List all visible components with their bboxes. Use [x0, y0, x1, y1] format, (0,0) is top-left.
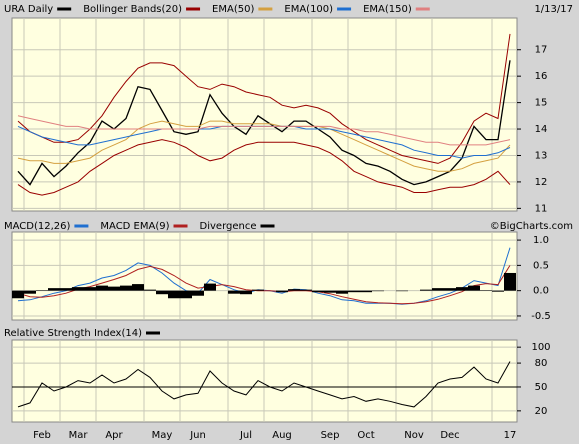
- y-tick-label: 80: [535, 358, 548, 369]
- x-tick-label: Nov: [404, 430, 424, 441]
- divergence-bar: [180, 290, 192, 299]
- y-tick-label: 1.0: [533, 235, 549, 246]
- y-tick-label: 20: [535, 406, 548, 417]
- series-line: [17, 361, 511, 408]
- divergence-bar: [324, 290, 336, 293]
- x-tick-label: Oct: [357, 430, 374, 441]
- divergence-bar: [504, 272, 516, 291]
- x-tick-label: Jul: [239, 430, 252, 441]
- y-tick-label: 16: [535, 71, 548, 82]
- divergence-bar: [108, 286, 120, 291]
- divergence-bar: [156, 290, 168, 295]
- date: 1/13/17: [534, 4, 573, 15]
- series-line: [17, 120, 511, 172]
- legend-swatch: [186, 7, 201, 11]
- y-tick-label: 13: [535, 150, 548, 161]
- series-line: [17, 139, 511, 196]
- x-tick-label: Feb: [33, 430, 51, 441]
- divergence-bar: [252, 289, 264, 291]
- legend-label: EMA(150): [363, 4, 412, 15]
- y-tick-label: 0.0: [533, 286, 549, 297]
- y-tick-label: 100: [531, 342, 550, 353]
- series-line: [17, 33, 511, 164]
- series-line: [17, 115, 511, 146]
- divergence-bar: [492, 290, 504, 292]
- divergence-bar: [168, 290, 180, 299]
- legend-swatch: [74, 224, 89, 228]
- legend-label: URA Daily: [4, 4, 53, 15]
- legend-swatch: [173, 224, 188, 228]
- x-tick-label: May: [152, 430, 173, 441]
- legend-swatch: [337, 7, 352, 11]
- divergence-bar: [288, 289, 300, 291]
- y-tick-label: 11: [535, 203, 548, 214]
- divergence-bar: [12, 290, 24, 299]
- x-tick-label: Sep: [321, 430, 340, 441]
- y-tick-label: 50: [535, 382, 548, 393]
- y-tick-label: 12: [535, 177, 548, 188]
- y-tick-label: 17: [535, 45, 548, 56]
- divergence-bar: [336, 290, 348, 294]
- divergence-bar: [48, 288, 60, 291]
- y-tick-label: 14: [535, 124, 548, 135]
- divergence-bar: [360, 290, 372, 293]
- legend-label: EMA(100): [284, 4, 333, 15]
- legend-label: Relative Strength Index(14): [4, 328, 142, 339]
- divergence-bar: [432, 288, 444, 291]
- series-line: [17, 60, 511, 186]
- divergence-bar: [72, 287, 84, 291]
- divergence-bar: [348, 290, 360, 293]
- divergence-bar: [36, 290, 48, 291]
- divergence-bar: [84, 287, 96, 291]
- watermark: ©BigCharts.com: [490, 221, 573, 232]
- divergence-bar: [300, 289, 312, 291]
- divergence-bar: [372, 290, 384, 292]
- divergence-bar: [60, 288, 72, 291]
- x-tick-label: Jun: [189, 430, 206, 441]
- legend-label: EMA(50): [212, 4, 254, 15]
- legend-label: MACD EMA(9): [100, 221, 169, 232]
- legend-label: Bollinger Bands(20): [83, 4, 182, 15]
- y-tick-label: -0.5: [531, 311, 551, 322]
- legend-label: MACD(12,26): [4, 221, 71, 232]
- legend-label: Divergence: [200, 221, 257, 232]
- divergence-bar: [120, 285, 132, 291]
- series-line: [17, 265, 511, 305]
- x-tick-label: Apr: [105, 430, 123, 441]
- divergence-bar: [192, 290, 204, 296]
- divergence-bar: [276, 290, 288, 293]
- legend-swatch: [258, 7, 273, 11]
- divergence-bar: [420, 289, 432, 291]
- divergence-bar: [24, 290, 36, 294]
- legend-swatch: [260, 224, 275, 228]
- divergence-bar: [144, 289, 156, 291]
- divergence-bar: [240, 290, 252, 295]
- divergence-bar: [204, 283, 216, 291]
- divergence-bar: [312, 290, 324, 293]
- x-tick-label: Aug: [272, 430, 292, 441]
- x-tick-label: Dec: [440, 430, 459, 441]
- divergence-bar: [396, 290, 408, 292]
- divergence-bar: [456, 287, 468, 291]
- y-tick-label: 0.5: [533, 260, 549, 271]
- x-tick-label: 17: [504, 430, 517, 441]
- legend-swatch: [146, 331, 160, 335]
- divergence-bar: [468, 285, 480, 291]
- legend-swatch: [415, 7, 430, 11]
- legend-swatch: [57, 7, 72, 11]
- y-tick-label: 15: [535, 98, 548, 109]
- divergence-bar: [228, 290, 240, 294]
- divergence-bar: [132, 284, 144, 291]
- divergence-bar: [480, 290, 492, 291]
- divergence-bar: [444, 288, 456, 291]
- x-tick-label: Mar: [69, 430, 89, 441]
- divergence-bar: [96, 285, 108, 291]
